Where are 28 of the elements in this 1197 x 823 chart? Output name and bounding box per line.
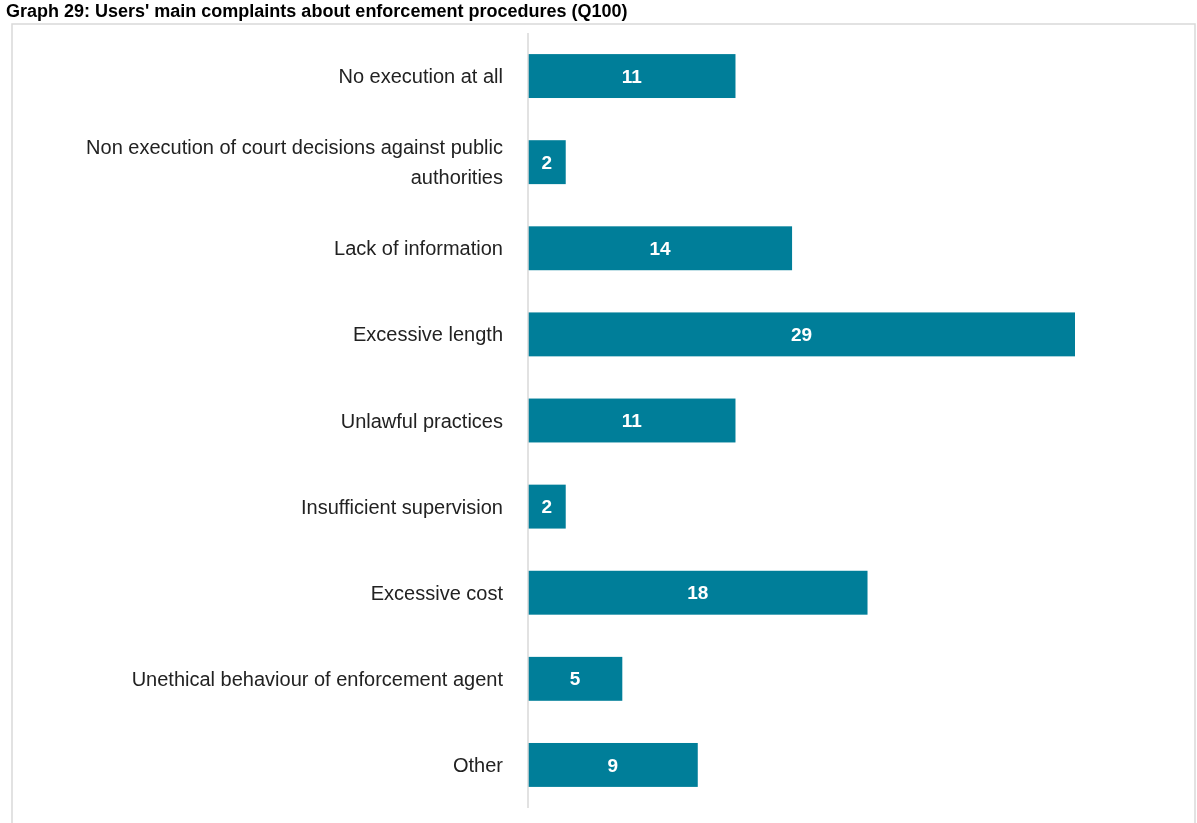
y-tick-label: Other [452,753,504,776]
bar [528,140,566,185]
data-label: 11 [621,410,643,432]
data-label: 2 [541,151,553,173]
y-tick-label: Non execution of court decisions against public authorities [86,136,503,189]
y-tick-label: Insufficient supervision [301,495,503,518]
bar [528,312,1075,357]
bar [528,484,566,529]
y-tick-label: Lack of information [334,237,503,260]
data-label: 11 [621,65,643,87]
bar [528,226,793,271]
data-label: 2 [541,496,553,518]
y-tick-label: Unethical behaviour of enforcement agent [131,667,504,690]
bar [528,570,868,615]
bar [528,656,623,701]
y-tick-label: Excessive cost [370,581,504,604]
bar [528,54,736,99]
y-tick-label: Unlawful practices [340,409,503,432]
text: Graph 29: Users' main complaints about enforcement procedures (Q100) [6,1,628,21]
y-tick-label: Excessive length [352,323,503,346]
data-label: 9 [607,754,619,776]
data-label: 5 [569,668,581,690]
bar [528,742,698,787]
bar [528,398,736,443]
data-label: 18 [687,582,709,604]
data-label: 14 [649,237,672,259]
data-label: 29 [790,324,813,346]
y-tick-label: No execution at all [338,65,503,88]
